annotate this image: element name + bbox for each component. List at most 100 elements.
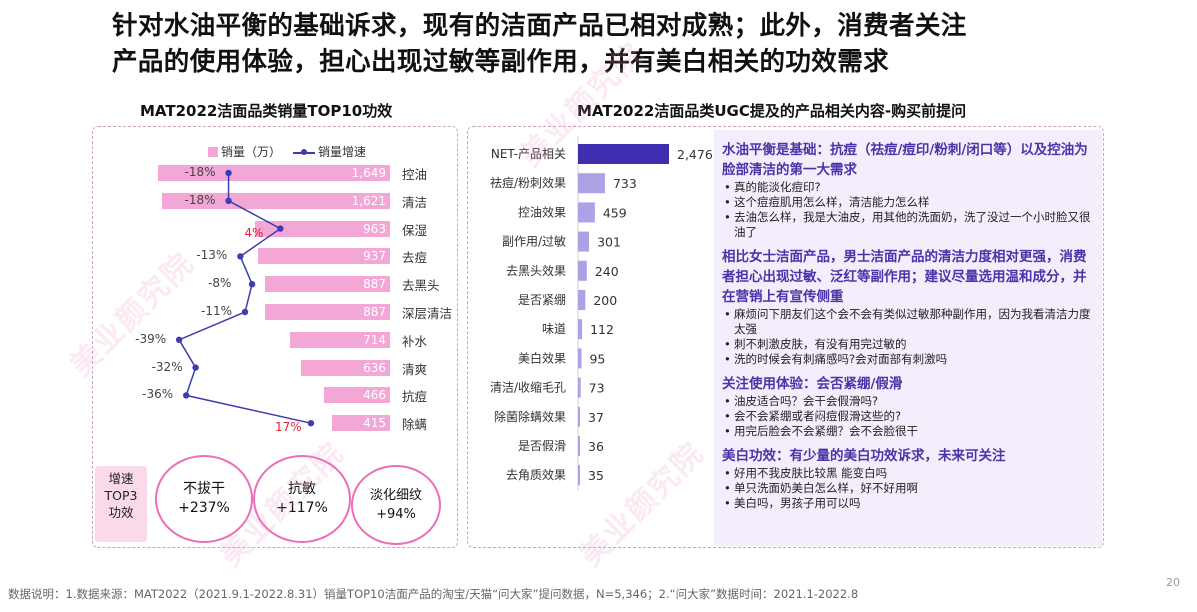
ugc-category-label: 美白效果 [518,350,566,365]
category-label: 去黑头 [402,278,440,294]
ugc-value-label: 36 [588,439,604,454]
growth-point [225,197,232,204]
insight-4-heading: 美白功效：有少量的美白功效诉求，未来可关注 [722,448,1006,464]
top3-circle-1-name: 不拔干 [183,481,225,497]
growth-value-label: -13% [196,248,228,263]
volume-value-label: 887 [363,277,386,292]
headline-line-2: 产品的使用体验，担心出现过敏等副作用，并有美白相关的功效需求 [112,47,890,77]
left-panel-title: MAT2022洁面品类销量TOP10功效 [140,102,393,120]
insight-4-bullet-1: 好用不我皮肤比较黑 能变白吗 [722,466,1092,481]
ugc-bar [578,260,587,281]
growth-line-path [178,173,312,424]
ugc-value-label: 2,476 [677,147,713,162]
insight-2-bullet-3: 洗的时候会有刺痛感吗?会对面部有刺激吗 [722,352,1092,367]
legend-growth: 销量增速 [293,143,366,160]
category-label: 深层清洁 [402,306,453,321]
headline-line-1: 针对水油平衡的基础诉求，现有的洁面产品已相对成熟；此外，消费者关注 [112,11,967,41]
volume-bar [265,276,390,293]
growth-value-label: -11% [201,304,233,318]
volume-bar [331,415,390,432]
page-number: 20 [1166,576,1180,589]
insights-panel: 水油平衡是基础：抗痘（祛痘/痘印/粉刺/闭口等）以及控油为脸部清洁的第一大需求 … [714,130,1102,546]
top3-circle-1: 不拔干 +237% [155,455,253,543]
insight-3-bullet-3: 用完后脸会不会紧绷？会不会脸很干 [722,424,1092,439]
growth-value-label: -39% [135,331,167,346]
top3-circle-1-value: +237% [178,500,230,516]
ugc-category-label: 清洁/收缩毛孔 [490,380,566,395]
right-panel-title: MAT2022洁面品类UGC提及的产品相关内容-购买前提问 [577,102,967,120]
growth-value-label: -18% [184,192,216,207]
top3-circle-3: 淡化细纹 +94% [351,465,441,545]
top3-circle-2-name: 抗敏 [288,481,316,497]
category-label: 抗痘 [402,389,428,405]
top3-label-box: 增速 TOP3 功效 [95,466,147,542]
volume-value-label: 887 [363,305,386,319]
growth-point [192,364,199,371]
growth-point [182,392,190,399]
legend-volume-swatch [208,146,218,157]
category-label: 清洁 [402,194,428,210]
ugc-bar [578,173,605,194]
growth-point [248,281,256,288]
category-label: 保湿 [402,222,428,238]
top3-label-line-3: 功效 [108,505,134,520]
growth-value-label: -18% [184,165,216,179]
insight-4-bullet-2: 单只洗面奶美白怎么样，好不好用啊 [722,481,1092,496]
top3-circle-2: 抗敏 +117% [253,455,351,543]
top3-label-line-1: 增速 [108,471,134,486]
growth-point [175,336,183,343]
volume-value-label: 636 [363,360,386,375]
legend-volume-label: 销量（万） [221,145,282,159]
insight-3-bullet-2: 会不会紧绷或者闷痘假滑这些的? [722,409,1092,424]
ugc-category-label: 祛痘/粉刺效果 [490,175,566,190]
insight-1-bullet-1: 真的能淡化痘印? [722,180,1092,195]
headline: 针对水油平衡的基础诉求，现有的洁面产品已相对成熟；此外，消费者关注 产品的使用体… [112,8,1112,80]
ugc-category-label: 除菌除螨效果 [494,409,566,424]
ugc-category-label: 控油效果 [518,204,566,219]
volume-value-label: 415 [363,416,386,431]
left-chart-legend: 销量（万） 销量增速 [208,143,366,160]
ugc-category-label: 是否紧绷 [518,292,566,307]
ugc-category-label: 副作用/过敏 [502,234,566,249]
ugc-category-label: 是否假滑 [518,439,566,453]
growth-value-label: -36% [142,387,174,402]
insight-3-bullet-1: 油皮适合吗？会干会假滑吗? [722,394,1092,409]
insight-1-heading: 水油平衡是基础：抗痘（祛痘/痘印/粉刺/闭口等）以及控油为脸部清洁的第一大需求 [722,142,1088,178]
top3-label-line-2: TOP3 [104,488,138,503]
ugc-value-label: 95 [589,351,605,366]
ugc-category-label: 去角质效果 [506,467,566,482]
ugc-value-label: 35 [588,468,604,483]
ugc-bar [578,202,595,223]
growth-point [307,420,315,427]
ugc-category-label: NET-产品相关 [491,147,566,161]
insight-2-bullet-2: 刺不刺激皮肤，有没有用完过敏的 [722,337,1092,352]
insight-1-bullet-3: 去油怎么样，我是大油皮，用其他的洗面奶，洗了没过一个小时脸又很油了 [722,210,1092,240]
insight-2-bullet-1: 麻烦问下朋友们这个会不会有类似过敏那种副作用，因为我看清洁力度太强 [722,307,1092,337]
category-label: 控油 [402,167,428,182]
insight-1-bullet-2: 这个痘痘肌用怎么样，清洁能力怎么样 [722,195,1092,210]
growth-value-label: 4% [244,225,264,240]
volume-value-label: 466 [363,388,386,403]
right-chart: NET-产品相关 2,476 祛痘/粉刺效果 733 控油效果 459 副作用/过敏 301 去… [490,136,713,491]
growth-value-label: -32% [151,359,183,374]
ugc-bar [578,144,669,164]
category-label: 去痘 [402,250,428,266]
ugc-bar [578,406,580,427]
growth-value-label: 17% [274,420,302,435]
ugc-bar [578,319,583,340]
footer-note: 数据说明：1.数据来源：MAT2022（2021.9.1-2022.8.31）销… [8,587,859,601]
top3-circle-3-name: 淡化细纹 [369,488,422,503]
ugc-value-label: 200 [593,293,617,308]
ugc-value-label: 301 [597,235,621,250]
volume-bar [300,359,390,376]
ugc-value-label: 112 [590,322,614,337]
insight-4-bullet-3: 美白吗，男孩子用可以吗 [722,496,1092,511]
category-label: 清爽 [402,361,428,377]
growth-point [225,169,232,177]
volume-value-label: 714 [363,332,386,347]
legend-volume: 销量（万） [208,143,281,160]
volume-bar [258,248,390,265]
volume-bar [289,331,390,348]
ugc-category-label: 去黑头效果 [506,263,566,278]
volume-value-label: 1,621 [351,193,386,208]
